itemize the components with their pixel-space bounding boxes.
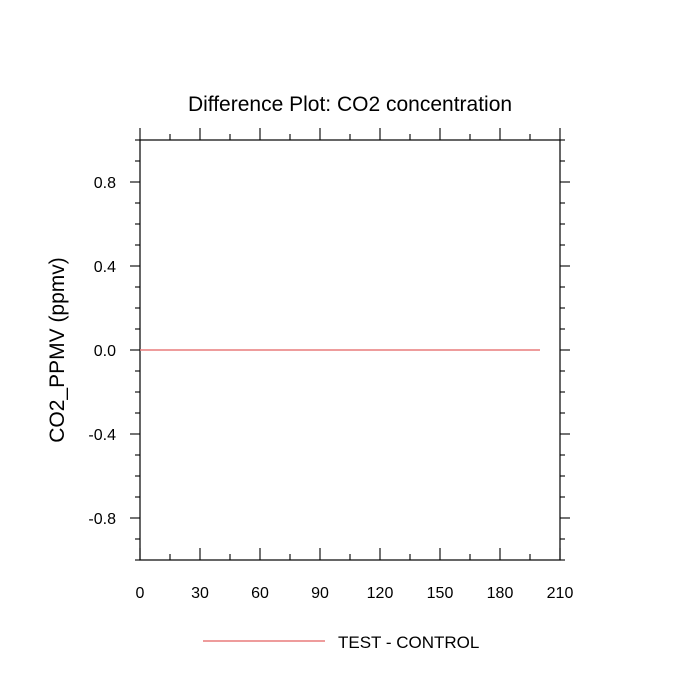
x-tick-label: 30 [191,585,209,602]
x-tick-labels: 0 30 60 90 120 150 180 210 [136,585,574,602]
axis-ticks [130,128,570,561]
y-axis-label: CO2_PPMV (ppmv) [46,257,69,443]
y-tick-label: 0.4 [94,259,116,276]
x-tick-label: 150 [427,585,454,602]
x-tick-label: 60 [251,585,269,602]
x-tick-label: 210 [547,585,574,602]
x-tick-label: 180 [487,585,514,602]
x-tick-label: 120 [367,585,394,602]
x-tick-label: 90 [311,585,329,602]
x-tick-label: 0 [136,585,145,602]
y-tick-labels: 0.8 0.4 0.0 -0.4 -0.8 [88,175,116,528]
y-tick-label: -0.8 [88,511,116,528]
y-tick-label: 0.8 [94,175,116,192]
chart-title: Difference Plot: CO2 concentration [188,93,512,116]
y-tick-label: -0.4 [88,427,116,444]
legend: TEST - CONTROL [203,633,479,652]
y-tick-label: 0.0 [94,343,116,360]
legend-label: TEST - CONTROL [338,633,479,652]
